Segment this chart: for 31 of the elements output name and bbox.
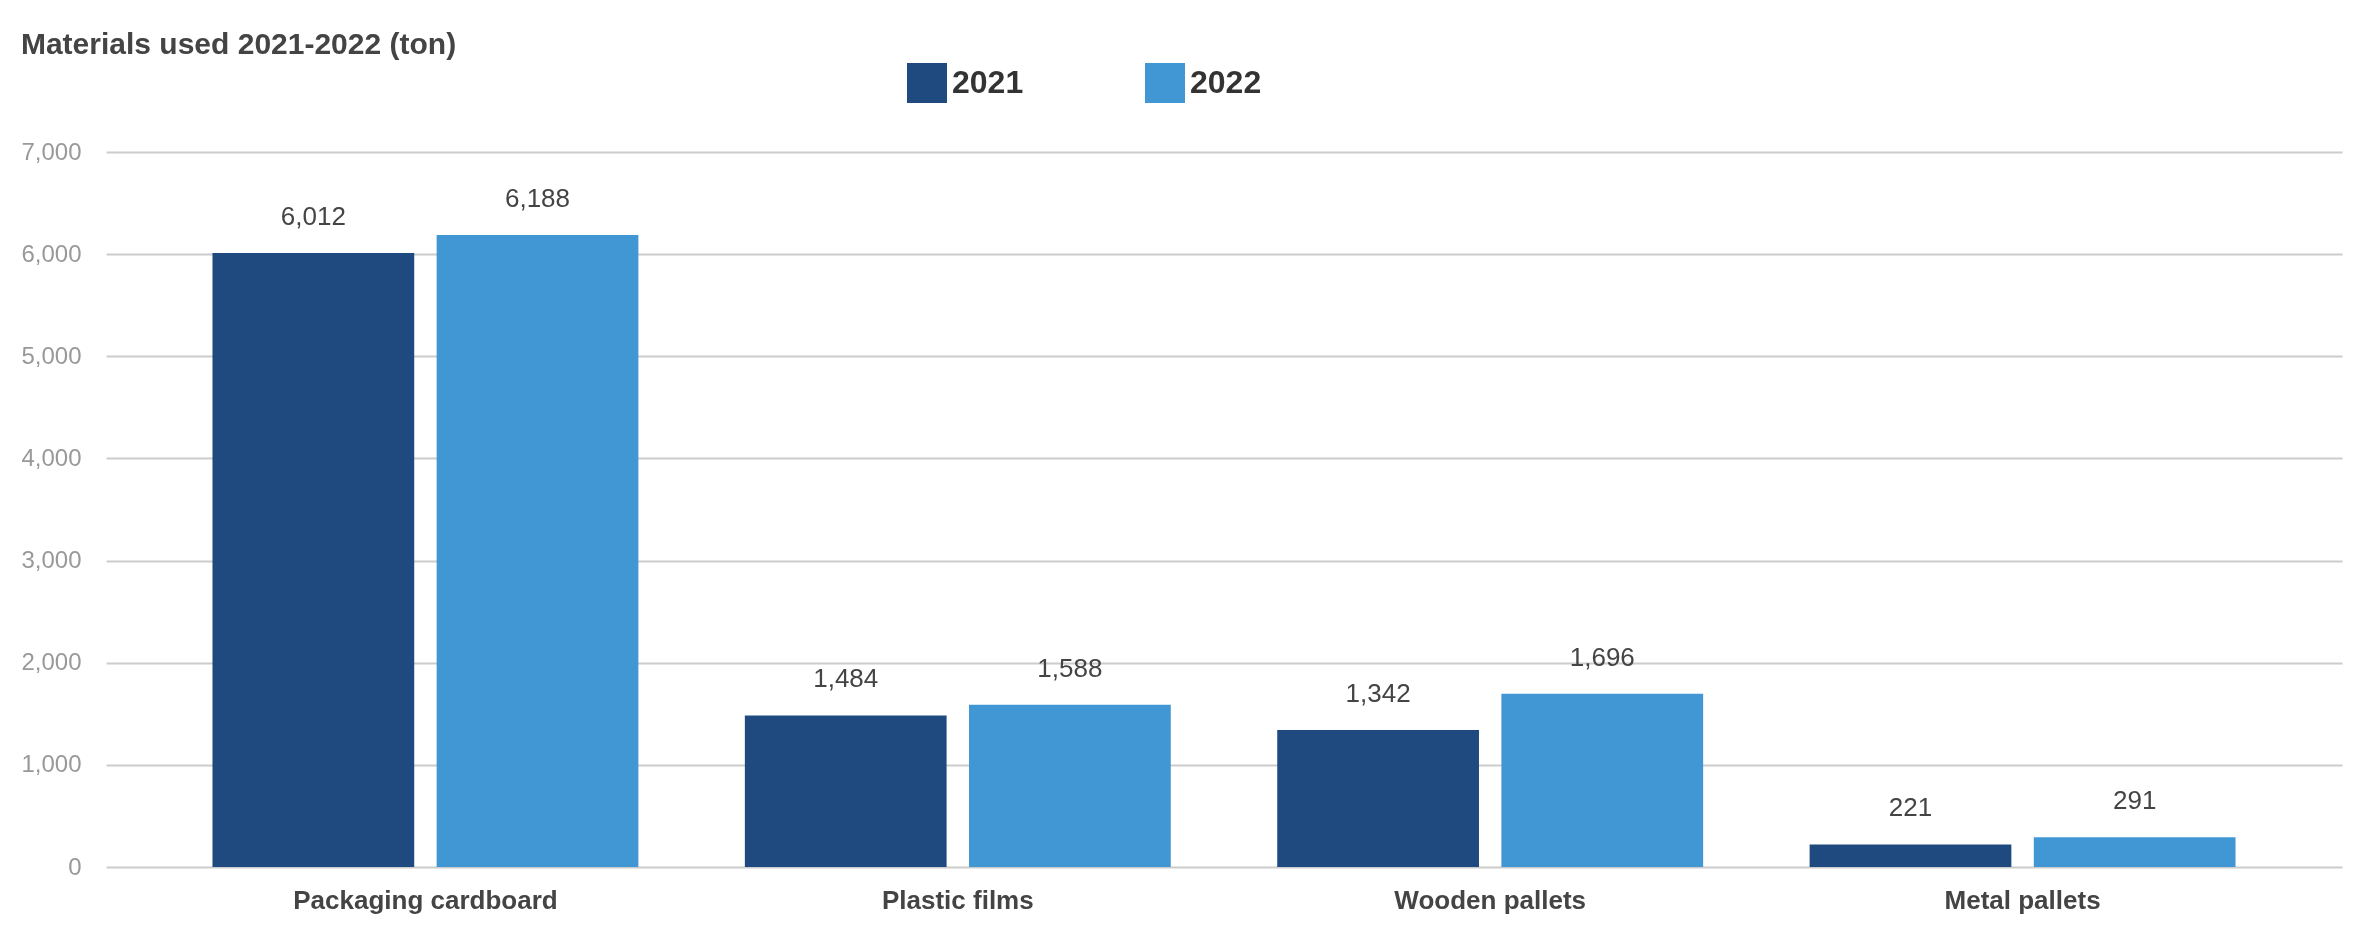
x-tick-label: Wooden pallets [1394,884,1587,915]
bar [744,715,947,867]
y-tick-label: 3,000 [21,546,82,574]
data-label: 1,588 [1037,652,1103,683]
y-tick-label: 5,000 [21,341,82,369]
y-tick-label: 4,000 [21,443,82,471]
bar [1809,844,2012,867]
y-tick-label: 2,000 [21,648,82,676]
bar [212,252,415,867]
data-label: 6,012 [280,200,346,231]
y-tick-label: 1,000 [21,750,82,778]
bar [436,234,639,867]
bar [1501,693,1704,867]
data-label: 1,696 [1569,641,1635,672]
y-tick-label: 6,000 [21,239,82,267]
bar [2033,837,2236,867]
y-tick-label: 7,000 [21,137,82,165]
x-tick-label: Metal pallets [1944,884,2101,915]
bar [969,704,1171,867]
legend-label: 2022 [1190,64,1262,100]
legend-label: 2021 [952,64,1024,100]
chart-title: Materials used 2021-2022 (ton) [20,27,457,60]
x-tick-label: Plastic films [881,884,1034,915]
y-tick-label: 0 [68,852,82,880]
data-label: 6,188 [504,182,571,213]
data-label: 1,484 [813,663,879,694]
data-label: 1,342 [1345,677,1411,708]
x-tick-label: Packaging cardboard [293,884,558,915]
bar [1277,729,1479,867]
data-label: 221 [1888,792,1933,823]
data-label: 291 [2112,785,2157,816]
